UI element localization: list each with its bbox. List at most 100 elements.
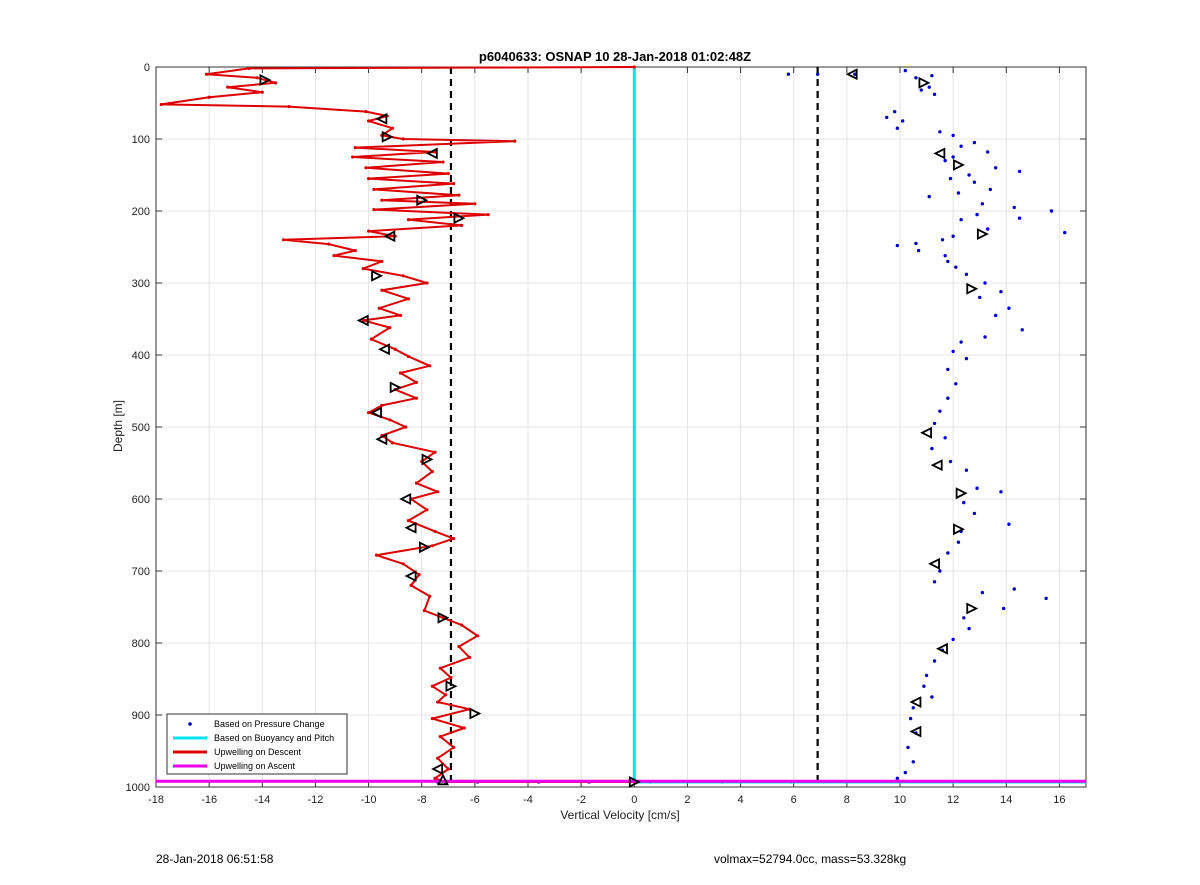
series-line [160,66,635,783]
pressure-point [1063,230,1067,235]
pressure-point [932,659,937,663]
x-tick-label: -14 [254,794,270,806]
pressure-point [983,281,987,285]
descent-point [417,573,421,577]
descent-point [475,634,480,638]
pressure-point [1017,169,1022,174]
descent-point [428,594,432,598]
descent-point [433,529,437,534]
descent-point [287,105,291,109]
descent-point [632,65,636,69]
descent-point [446,171,450,176]
pressure-point [972,511,977,516]
triangle-marker [928,557,940,570]
triangle-marker [437,611,450,624]
descent-point [406,218,411,222]
pressure-point [1049,209,1054,213]
triangle-marker [421,453,434,466]
y-tick-label: 800 [132,638,150,650]
pressure-point [906,745,910,750]
triangle-marker [933,147,946,160]
descent-point [388,326,392,330]
pressure-point [980,202,985,206]
triangle-marker [371,269,384,282]
descent-point [459,623,464,627]
descent-point [366,177,371,181]
pressure-point [919,88,923,92]
pressure-point [938,130,942,134]
descent-point [260,90,264,94]
descent-point [380,288,384,292]
pressure-point [951,637,955,642]
pressure-point [964,468,969,472]
descent-point [433,450,437,454]
descent-point [226,85,230,89]
descent-point [467,655,472,660]
y-tick-label: 500 [132,422,150,434]
triangle-marker [416,194,429,207]
pressure-point [959,340,963,344]
pressure-point [988,187,993,192]
descent-point [444,693,448,697]
x-tick-label: -16 [201,794,217,806]
pressure-point [938,409,942,413]
descent-point [436,700,440,704]
descent-point [457,645,461,649]
legend-box [166,713,348,775]
pressure-point [967,173,971,177]
pressure-point [943,158,947,163]
y-tick-label: 0 [144,62,150,74]
x-tick-label: 16 [1053,794,1065,806]
pressure-point [962,500,966,505]
triangle-marker [469,707,482,720]
pressure-point [930,446,934,451]
pressure-point [1044,596,1048,601]
pressure-point [927,85,931,89]
pressure-point [903,770,908,775]
pressure-point [985,227,990,231]
pressure-point [903,68,908,73]
descent-point [441,160,445,164]
descent-point [388,418,392,422]
descent-point [398,313,403,317]
descent-point [425,508,429,512]
y-tick-label: 400 [132,350,150,362]
triangle-marker [909,725,922,738]
y-tick-label: 300 [132,278,150,290]
pressure-point [946,551,950,555]
triangle-marker [404,570,417,582]
descent-point [425,281,429,285]
pressure-point [959,144,963,148]
descent-point [369,337,373,341]
triangle-marker [920,426,932,439]
pressure-point [930,695,934,699]
triangle-marker [437,773,449,786]
pressure-point [932,580,937,584]
descent-point [430,544,434,548]
triangle-marker [936,642,948,655]
descent-point [438,666,442,670]
descent-point [380,259,384,263]
pressure-point [900,119,905,123]
descent-point [364,110,368,114]
triangle-marker [383,230,396,243]
x-tick-label: -18 [148,794,164,806]
descent-point [159,102,163,107]
pressure-point [956,191,961,195]
descent-point [441,616,445,620]
descent-point [353,249,357,253]
x-tick-label: -12 [307,794,323,806]
series-layer [156,65,1086,788]
descent-point [353,146,357,150]
pressure-point [999,289,1003,294]
triangle-marker [375,112,388,125]
y-tick-label: 600 [132,494,150,506]
pressure-point [951,349,955,354]
grid [155,66,1086,788]
y-axis-label: Depth [m] [111,400,125,452]
descent-point [513,139,517,143]
descent-point [361,318,365,323]
pressure-point [951,133,955,138]
pressure-point [972,180,977,184]
